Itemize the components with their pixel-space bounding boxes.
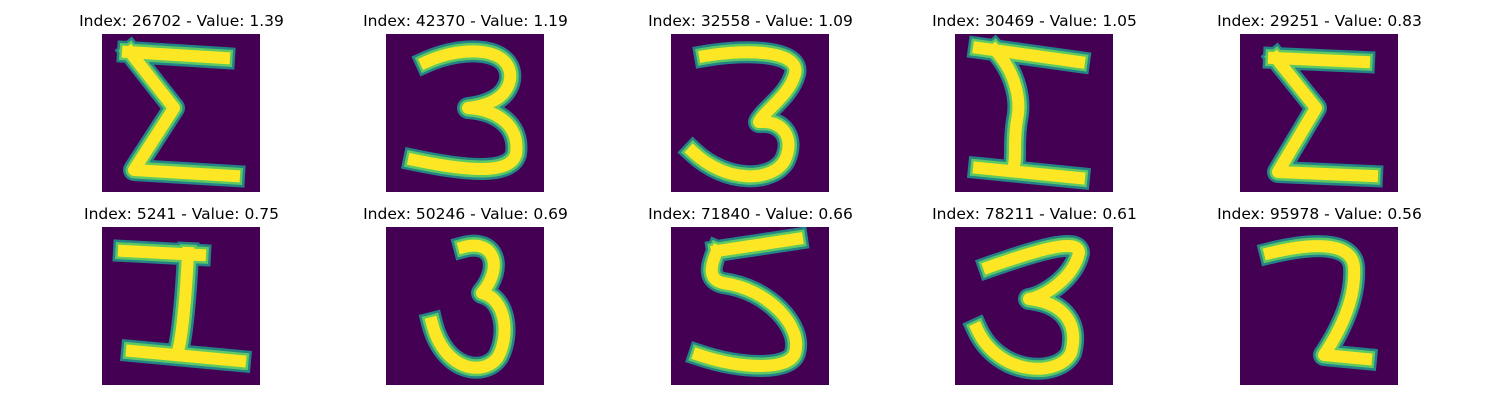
panel-title: Index: 42370 - Value: 1.19 [363,12,568,30]
digit-panel-7: Index: 50246 - Value: 0.69 [323,205,608,395]
digit-image [1240,227,1398,385]
digit-image [102,34,260,192]
digit-image [955,34,1113,192]
panel-title: Index: 50246 - Value: 0.69 [363,205,568,223]
sigma-glyph [966,34,1092,191]
panel-title: Index: 30469 - Value: 1.05 [932,12,1137,30]
digit-image [671,34,829,192]
digit-stroke [406,45,523,175]
digit-image [671,227,829,385]
three-glyph [418,234,516,379]
digit-panel-8: Index: 71840 - Value: 0.66 [608,205,893,395]
sigma-glyph [1260,42,1384,188]
five-glyph [685,227,810,377]
digit-stroke [1267,49,1379,183]
digit-panel-1: Index: 26702 - Value: 1.39 [39,12,324,202]
digit-stroke [117,244,247,368]
panel-title: Index: 26702 - Value: 1.39 [79,12,284,30]
digit-image [102,227,260,385]
digit-stroke [121,43,241,183]
panel-title: Index: 29251 - Value: 0.83 [1217,12,1422,30]
panel-title: Index: 32558 - Value: 1.09 [648,12,853,30]
digit-image [955,227,1113,385]
digit-stroke [1262,240,1373,366]
panel-title: Index: 5241 - Value: 0.75 [84,205,279,223]
digit-panel-5: Index: 29251 - Value: 0.83 [1177,12,1462,202]
digit-panel-3: Index: 32558 - Value: 1.09 [608,12,893,202]
digit-stroke [691,232,804,372]
digit-image [386,227,544,385]
two-glyph [1256,235,1378,371]
digit-panel-6: Index: 5241 - Value: 0.75 [39,205,324,395]
panel-title: Index: 71840 - Value: 0.66 [648,205,853,223]
three-glyph [677,41,807,188]
one-glyph [112,239,252,373]
digit-panel-2: Index: 42370 - Value: 1.19 [323,12,608,202]
digit-stroke [684,46,802,183]
digit-stroke [972,41,1086,185]
three-glyph [400,40,528,180]
sigma-glyph [114,36,246,188]
panel-title: Index: 95978 - Value: 0.56 [1217,205,1422,223]
digit-panel-9: Index: 78211 - Value: 0.61 [892,205,1177,395]
panel-title: Index: 78211 - Value: 0.61 [932,205,1137,223]
digit-image [386,34,544,192]
digit-image [1240,34,1398,192]
digit-panel-10: Index: 95978 - Value: 0.56 [1177,205,1462,395]
digit-stroke [424,239,511,374]
three-glyph [962,235,1090,380]
digit-panel-4: Index: 30469 - Value: 1.05 [892,12,1177,202]
digit-stroke [969,240,1085,375]
